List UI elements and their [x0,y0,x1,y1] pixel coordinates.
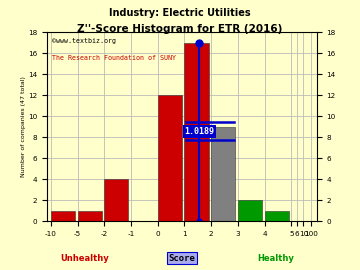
Bar [238,200,262,221]
Text: Unhealthy: Unhealthy [60,254,109,262]
Text: The Research Foundation of SUNY: The Research Foundation of SUNY [52,55,176,61]
Text: Z''-Score Histogram for ETR (2016): Z''-Score Histogram for ETR (2016) [77,24,283,34]
Text: Healthy: Healthy [257,254,294,262]
Bar [184,43,208,221]
Bar [211,127,235,221]
Y-axis label: Number of companies (47 total): Number of companies (47 total) [22,76,26,177]
Text: Score: Score [168,254,195,262]
Bar [77,211,102,221]
Bar [51,211,75,221]
Text: ©www.textbiz.org: ©www.textbiz.org [52,38,116,44]
Bar [158,95,182,221]
Text: 1.0189: 1.0189 [184,127,215,136]
Text: Industry: Electric Utilities: Industry: Electric Utilities [109,8,251,18]
Bar [265,211,289,221]
Bar [104,179,128,221]
